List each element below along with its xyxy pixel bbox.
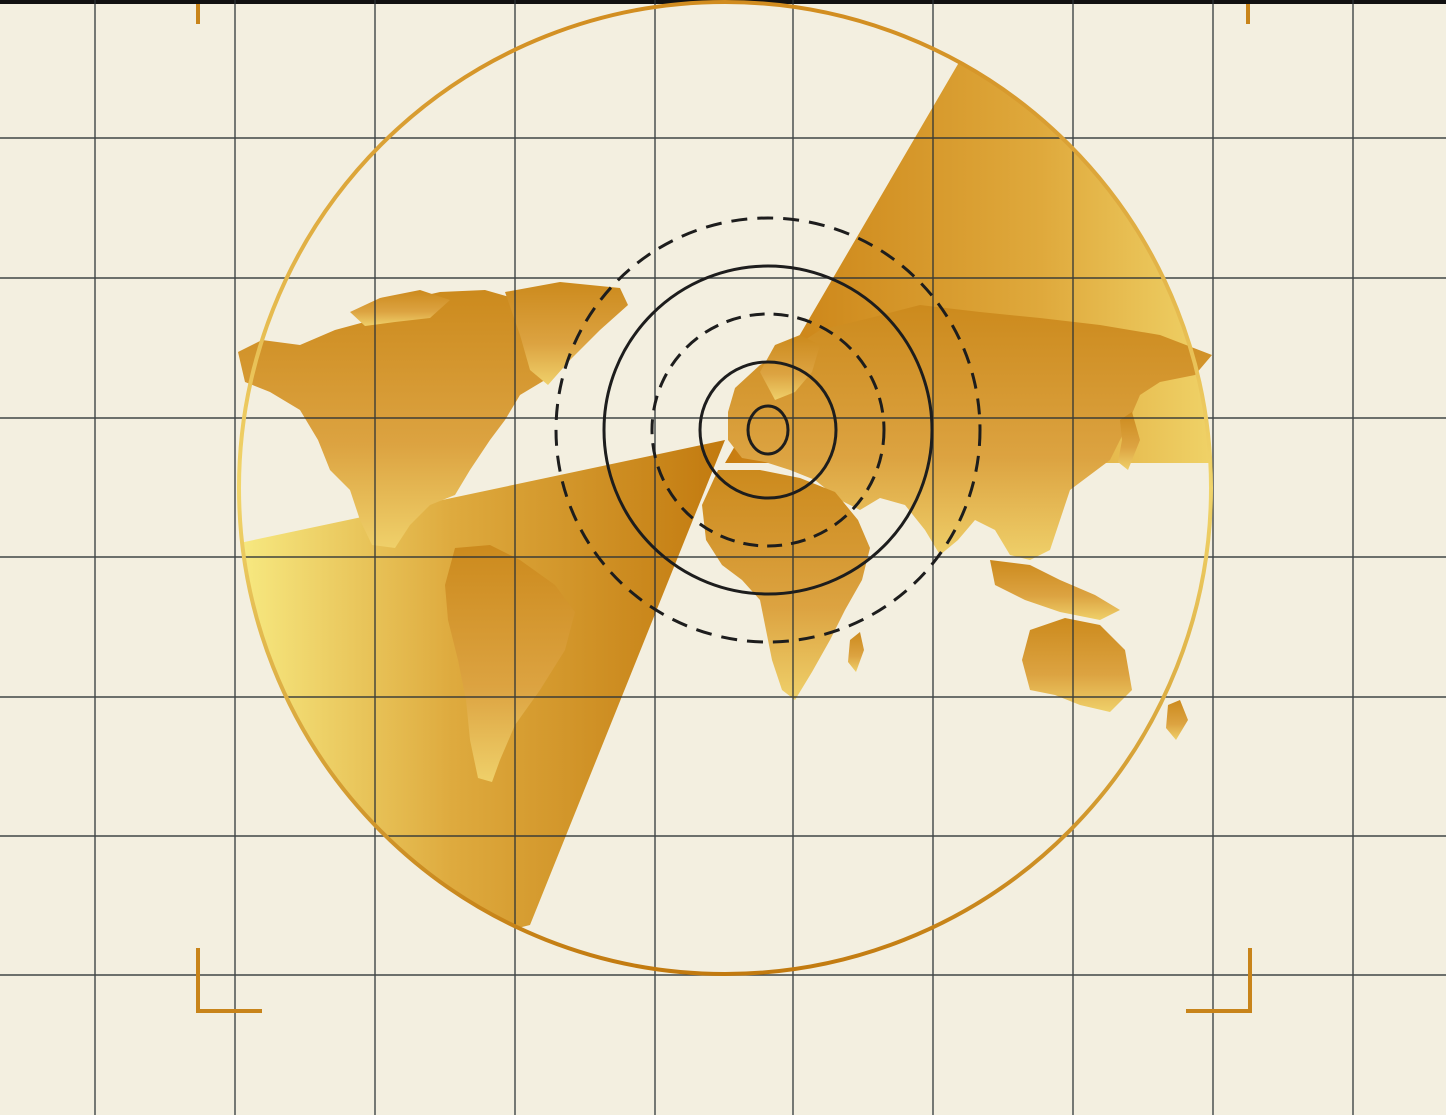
target-ring-small-solid — [698, 360, 838, 500]
north-america-landmass — [238, 290, 560, 548]
greenland-landmass — [505, 282, 628, 385]
new-zealand-landmass — [1166, 700, 1188, 740]
target-ring-outer-dashed — [554, 216, 982, 644]
madagascar-landmass — [848, 632, 864, 672]
world-map — [238, 282, 1212, 782]
radar-outer-ring — [237, 0, 1213, 976]
south-america-landmass — [445, 545, 575, 782]
target-ring-mid-dashed — [650, 312, 886, 548]
africa-landmass — [702, 470, 870, 700]
target-ring-large-solid — [602, 264, 934, 596]
scandinavia-landmass — [760, 335, 820, 400]
australia-landmass — [1022, 618, 1132, 712]
japan-landmass — [1118, 412, 1140, 470]
bracket-bottom-right — [1186, 948, 1252, 1013]
target-ring-center — [746, 404, 790, 456]
target-rings — [554, 216, 982, 644]
southeast-asia-islands — [990, 560, 1120, 620]
bracket-bottom-left — [196, 948, 262, 1013]
viewfinder-brackets — [196, 4, 1252, 1013]
europe-asia-landmass — [728, 305, 1212, 560]
